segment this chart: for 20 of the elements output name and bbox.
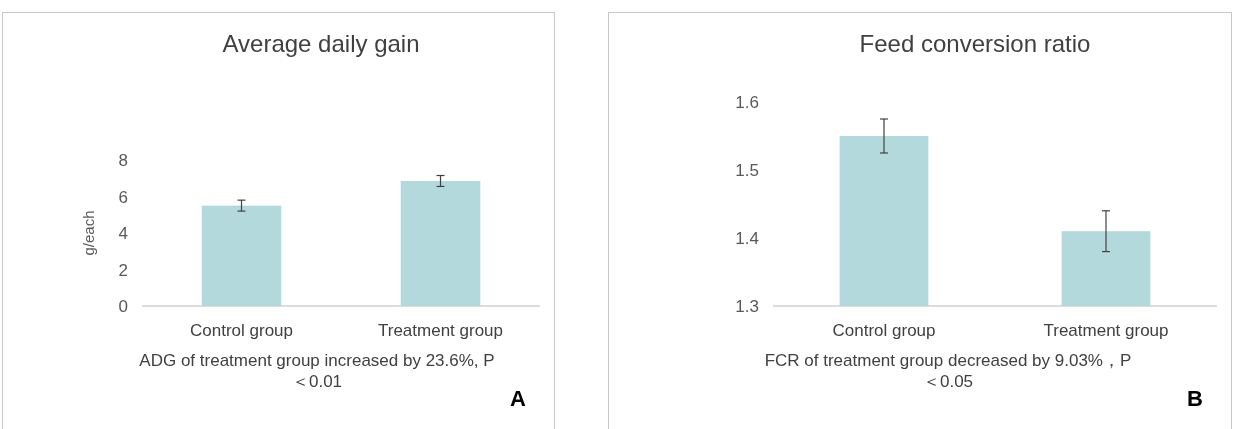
- x-tick-label: Control group: [189, 321, 294, 340]
- text: A: [510, 386, 526, 412]
- y-tick-label: 8: [118, 151, 128, 170]
- chart-title: Feed conversion ratio: [859, 30, 1091, 57]
- text: ADG of treatment group increased by 23.6%, P＜0.01: [138, 350, 496, 392]
- x-tick-label: Treatment group: [1043, 321, 1169, 340]
- x-tick-label: Treatment group: [377, 321, 504, 340]
- x-tick-label: Control group: [832, 321, 936, 340]
- y-tick-label: 4: [118, 224, 128, 243]
- y-tick-label: 1.3: [735, 297, 759, 316]
- y-axis-title: g/each: [80, 210, 97, 256]
- y-tick-label: 6: [118, 187, 128, 207]
- y-tick-label: 1.4: [735, 229, 759, 248]
- y-tick-label: 0: [118, 297, 128, 316]
- text: B: [1187, 386, 1203, 412]
- y-tick-label: 1.6: [735, 93, 759, 112]
- chart-title: Average daily gain: [222, 30, 420, 57]
- text: FCR of treatment group decreased by 9.03%，P＜0.05: [763, 350, 1133, 392]
- y-tick-label: 1.5: [735, 161, 759, 180]
- y-tick-label: 2: [118, 260, 128, 280]
